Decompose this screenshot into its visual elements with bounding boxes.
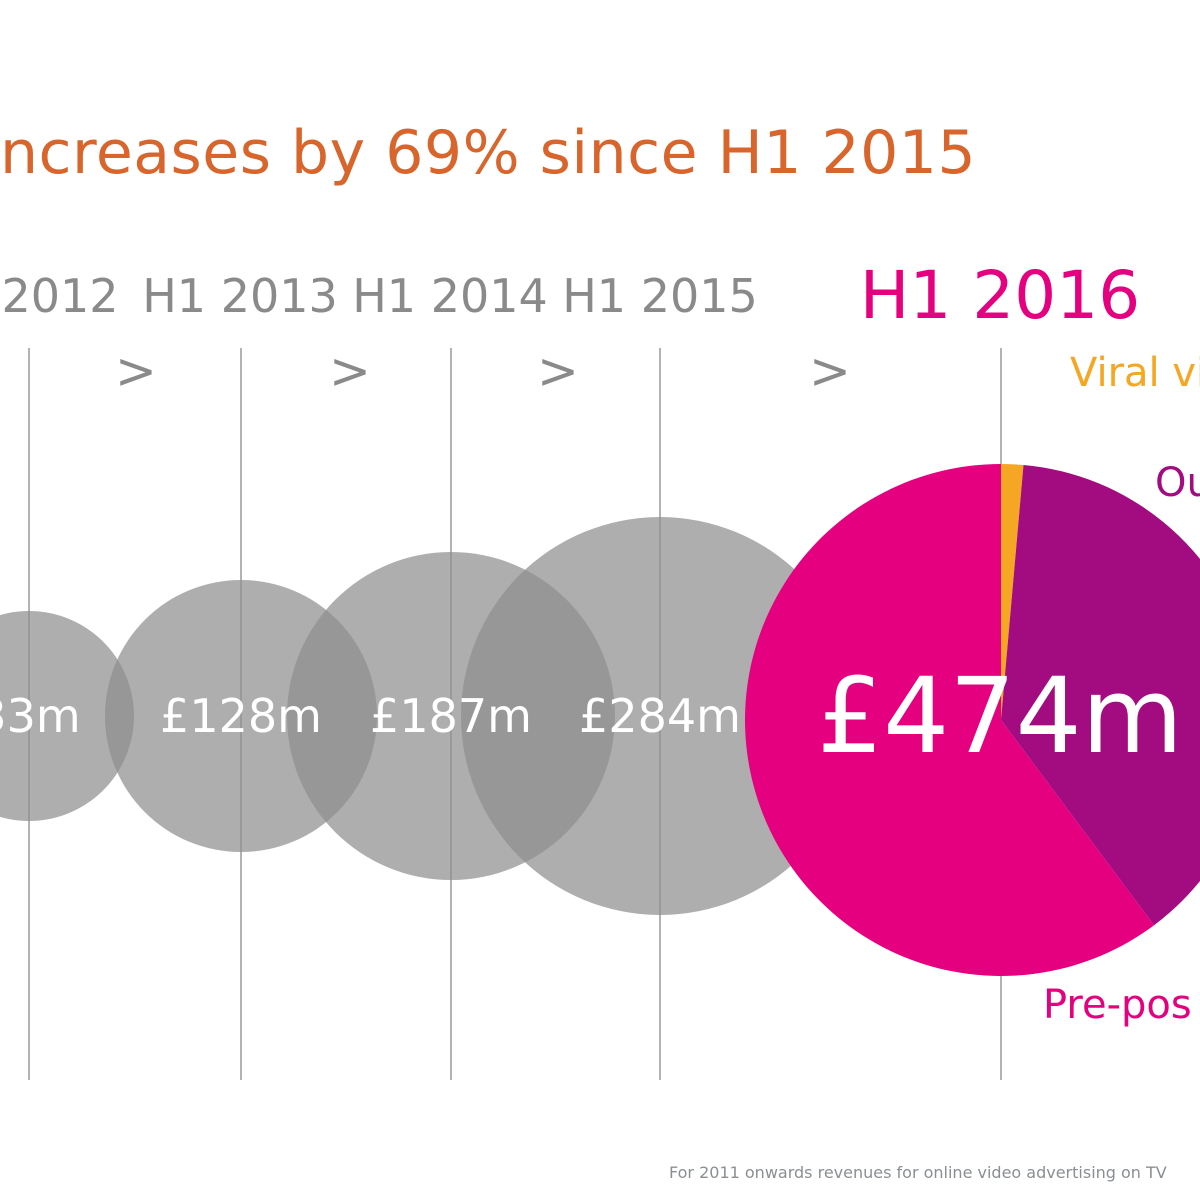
- slice-label-0: Viral vi: [1070, 350, 1200, 396]
- arrow-2: >: [537, 342, 579, 400]
- value-label-0: 33m: [0, 689, 81, 743]
- pie-slice-2: [745, 464, 1155, 976]
- bubble-0: [0, 611, 134, 821]
- slice-label-1: Ou: [1155, 460, 1200, 506]
- bubble-3: [461, 517, 859, 915]
- period-label-2: H1 2014: [352, 269, 548, 323]
- value-label-4: £474m: [817, 655, 1183, 777]
- arrow-1: >: [329, 342, 371, 400]
- pie-slice-1: [1001, 464, 1200, 926]
- slice-label-2: Pre-pos: [1043, 982, 1192, 1028]
- period-label-4: H1 2016: [860, 257, 1141, 334]
- period-label-1: H1 2013: [142, 269, 338, 323]
- chart-title: ncreases by 69% since H1 2015: [0, 118, 977, 188]
- arrow-3: >: [809, 342, 851, 400]
- value-label-1: £128m: [160, 689, 322, 743]
- period-label-3: H1 2015: [562, 269, 758, 323]
- footnote: For 2011 onwards revenues for online vid…: [669, 1163, 1167, 1182]
- value-label-2: £187m: [370, 689, 532, 743]
- period-label-0: 2012: [1, 269, 118, 323]
- value-label-3: £284m: [579, 689, 741, 743]
- pie-slice-0: [1001, 464, 1024, 720]
- arrow-0: >: [115, 342, 157, 400]
